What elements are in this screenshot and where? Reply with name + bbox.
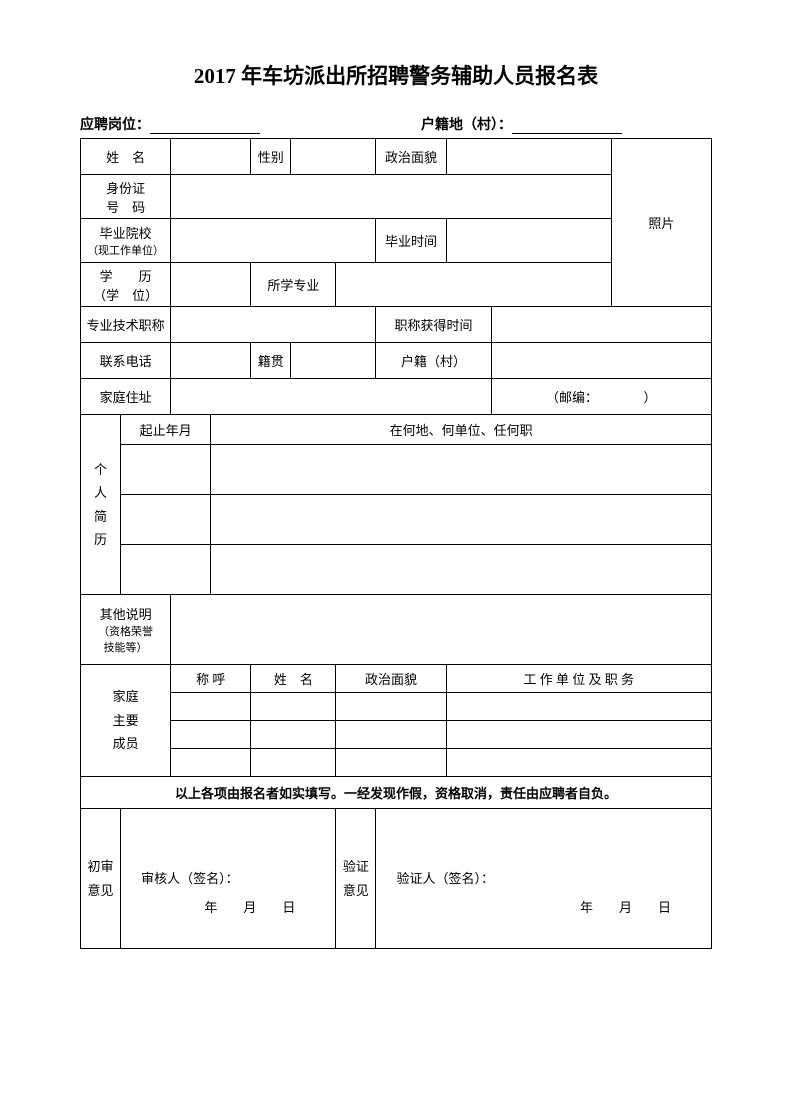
position-label: 应聘岗位： — [80, 118, 150, 133]
origin-input[interactable] — [512, 120, 622, 134]
fname-2[interactable] — [251, 721, 336, 749]
fname-1[interactable] — [251, 693, 336, 721]
position-input[interactable] — [150, 120, 260, 134]
name-label: 姓 名 — [81, 139, 171, 175]
family-label: 家庭主要成员 — [81, 665, 171, 777]
form-title: 2017 年车坊派出所招聘警务辅助人员报名表 — [80, 60, 712, 90]
frel-3[interactable] — [171, 749, 251, 777]
edu-label: 学 历 （学 位） — [81, 263, 171, 307]
resume-period-2[interactable] — [121, 495, 211, 545]
major-label: 所学专业 — [251, 263, 336, 307]
header-row: 应聘岗位： 户籍地（村）： — [80, 114, 712, 134]
application-form-table: 姓 名 性别 政治面貌 照片 身份证 号 码 毕业院校 （现工作单位） 毕业时间… — [80, 138, 712, 949]
fpol-3[interactable] — [336, 749, 446, 777]
protitle-label: 专业技术职称 — [81, 307, 171, 343]
verify-label: 验证意见 — [336, 809, 376, 949]
school-label: 毕业院校 （现工作单位） — [81, 219, 171, 263]
photo-cell[interactable]: 照片 — [611, 139, 711, 307]
other-label: 其他说明 （资格荣誉 技能等） — [81, 595, 171, 665]
fwork-2[interactable] — [446, 721, 711, 749]
fwork-1[interactable] — [446, 693, 711, 721]
edu-input[interactable] — [171, 263, 251, 307]
fname-label: 姓 名 — [251, 665, 336, 693]
address-label: 家庭住址 — [81, 379, 171, 415]
resume-where-2[interactable] — [211, 495, 712, 545]
titletime-label: 职称获得时间 — [376, 307, 491, 343]
resume-where-1[interactable] — [211, 445, 712, 495]
fwork-3[interactable] — [446, 749, 711, 777]
gradtime-label: 毕业时间 — [376, 219, 446, 263]
fwork-label: 工 作 单 位 及 职 务 — [446, 665, 711, 693]
school-input[interactable] — [171, 219, 376, 263]
fpol-2[interactable] — [336, 721, 446, 749]
where-label: 在何地、何单位、任何职 — [211, 415, 712, 445]
resume-where-3[interactable] — [211, 545, 712, 595]
gender-label: 性别 — [251, 139, 291, 175]
prelim-label: 初审意见 — [81, 809, 121, 949]
resume-label: 个人简历 — [81, 415, 121, 595]
native-input[interactable] — [291, 343, 376, 379]
origin-label: 户籍地（村）： — [421, 118, 512, 133]
phone-label: 联系电话 — [81, 343, 171, 379]
protitle-input[interactable] — [171, 307, 376, 343]
verify-content[interactable]: 验证人（签名）： 年 月 日 — [376, 809, 712, 949]
fpol-1[interactable] — [336, 693, 446, 721]
frel-1[interactable] — [171, 693, 251, 721]
frel-2[interactable] — [171, 721, 251, 749]
prelim-content[interactable]: 审核人（签名）： 年 月 日 — [121, 809, 336, 949]
gender-input[interactable] — [291, 139, 376, 175]
huji-input[interactable] — [491, 343, 711, 379]
fpolitical-label: 政治面貌 — [336, 665, 446, 693]
other-input[interactable] — [171, 595, 712, 665]
titletime-input[interactable] — [491, 307, 711, 343]
huji-label: 户籍（村） — [376, 343, 491, 379]
political-input[interactable] — [446, 139, 611, 175]
idno-label: 身份证 号 码 — [81, 175, 171, 219]
name-input[interactable] — [171, 139, 251, 175]
fname-3[interactable] — [251, 749, 336, 777]
gradtime-input[interactable] — [446, 219, 611, 263]
address-input[interactable] — [171, 379, 491, 415]
postcode-label: （邮编： ） — [491, 379, 711, 415]
relation-label: 称 呼 — [171, 665, 251, 693]
resume-period-3[interactable] — [121, 545, 211, 595]
idno-input[interactable] — [171, 175, 612, 219]
period-label: 起止年月 — [121, 415, 211, 445]
notice-text: 以上各项由报名者如实填写。一经发现作假，资格取消，责任由应聘者自负。 — [81, 777, 712, 809]
native-label: 籍贯 — [251, 343, 291, 379]
political-label: 政治面貌 — [376, 139, 446, 175]
resume-period-1[interactable] — [121, 445, 211, 495]
phone-input[interactable] — [171, 343, 251, 379]
major-input[interactable] — [336, 263, 611, 307]
